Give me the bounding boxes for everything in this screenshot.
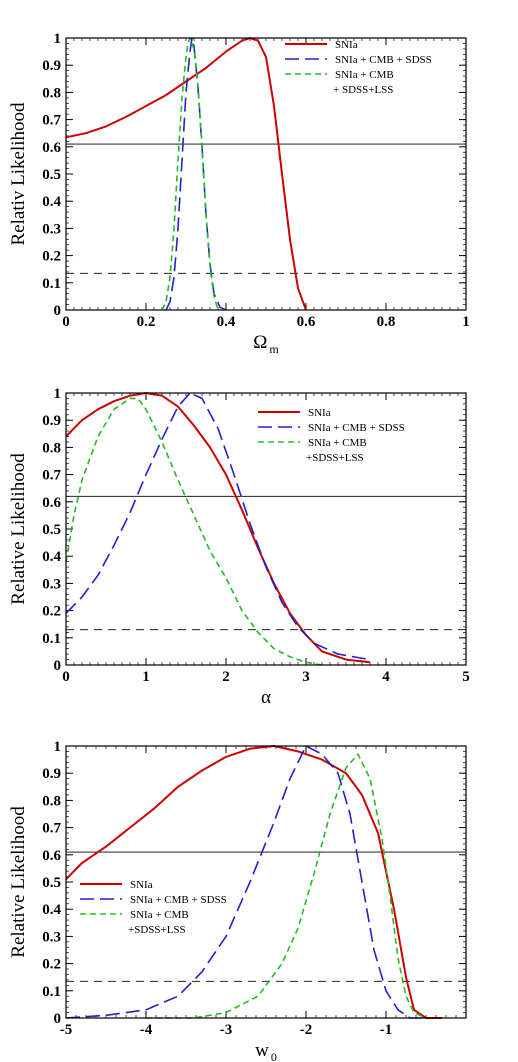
x-axis-label-subscript: 0 [271,1050,277,1062]
y-tick-label: 0.3 [42,221,61,237]
y-tick-label: 0.1 [42,984,61,1000]
legend: SNIa SNIa + CMB + SDSS SNIa + CMB +SDSS+LSS [80,879,227,936]
y-tick-label: 0.4 [42,549,61,565]
y-tick-label: 0.6 [42,140,61,156]
chart-1: 0 0.2 0.4 0.6 0.8 1 0 0.1 0.2 0.3 0.4 0.5 0.6 0.7 0.8 0… [8,31,470,356]
y-tick-label: 0.9 [42,766,61,782]
x-tick-label: 0.6 [297,314,316,330]
x-tick-label: 2 [222,669,230,685]
y-tick-label: 0.5 [42,522,61,538]
legend: SNIa SNIa + CMB + SDSS SNIa + CMB + SDSS+LS… [285,39,432,96]
y-tick-label: 1 [54,386,62,402]
y-tick-label: 0.1 [42,631,61,647]
x-tick-label: -4 [140,1022,153,1038]
y-tick-label: 0.1 [42,276,61,292]
y-tick-label: 0.4 [42,902,61,918]
y-tick-label: 0.5 [42,167,61,183]
y-tick-label: 0 [54,1011,62,1027]
legend: SNIa SNIa + CMB + SDSS SNIa + CMB +SDSS+LSS [258,407,405,464]
legend-entry-3: SNIa + CMB [308,437,367,449]
x-tick-label: -3 [220,1022,233,1038]
x-tick-label: 0.4 [217,314,236,330]
legend-entry-1: SNIa [335,39,358,51]
legend-entry-1: SNIa [308,407,331,419]
x-tick-label: 3 [302,669,310,685]
legend-entry-2: SNIa + CMB + SDSS [308,422,405,434]
chart-3: -5 -4 -3 -2 -1 0 0.1 0.2 0.3 0.4 0.5 0.6 0.7 0.8 0.9 1 S… [8,739,467,1062]
x-tick-label: 0 [62,669,70,685]
y-tick-label: 0.6 [42,848,61,864]
y-tick-label: 0.9 [42,58,61,74]
plot-frame [65,745,467,1019]
plot-frame [65,392,467,666]
series-line-1 [65,745,442,1019]
x-tick-label: -2 [300,1022,313,1038]
y-tick-label: 0.2 [42,249,61,265]
plot-frame [65,37,467,311]
series-line-3 [161,37,219,311]
series-line-2 [65,392,371,661]
x-axis-label-subscript: m [269,342,279,356]
y-tick-label: 1 [54,739,62,755]
legend-entry-3: +SDSS+LSS [306,452,364,464]
y-tick-label: 0.6 [42,495,61,511]
x-tick-label: 1 [142,669,150,685]
x-tick-label: 5 [462,669,470,685]
x-tick-label: 4 [382,669,390,685]
y-tick-label: 0.8 [42,85,61,101]
legend-entry-2: SNIa + CMB + SDSS [130,894,227,906]
x-tick-label: 0 [62,314,70,330]
y-tick-label: 0 [54,303,62,319]
legend-entry-1: SNIa [130,879,153,891]
y-tick-label: 0.7 [42,821,61,837]
x-tick-label: 0.8 [377,314,396,330]
series-line-3 [65,397,323,666]
legend-entry-3: SNIa + CMB [335,69,394,81]
x-axis-label: α [261,687,271,708]
y-tick-label: 0.4 [42,194,61,210]
x-tick-label: -1 [380,1022,393,1038]
y-axis-label: Relative Likelihood [8,453,29,605]
x-tick-label: 1 [462,314,470,330]
series-line-2 [165,37,227,311]
series-line-1 [65,37,307,311]
legend-entry-3: + SDSS+LSS [333,84,393,96]
y-axis-label: Relative Likelihood [8,806,29,958]
y-tick-label: 1 [54,31,62,47]
legend-entry-3: SNIa + CMB [130,909,189,921]
y-tick-label: 0.3 [42,929,61,945]
legend-entry-2: SNIa + CMB + SDSS [335,54,432,66]
y-tick-label: 0 [54,658,62,674]
x-tick-label: 0.2 [137,314,156,330]
series-line-2 [65,745,426,1019]
y-axis-label: Relativ Likelihood [8,102,29,246]
y-tick-label: 0.7 [42,468,61,484]
legend-entry-3: +SDSS+LSS [128,924,186,936]
y-tick-label: 0.8 [42,793,61,809]
y-tick-label: 0.3 [42,576,61,592]
y-tick-label: 0.2 [42,957,61,973]
x-tick-label: -5 [60,1022,73,1038]
y-tick-label: 0.7 [42,113,61,129]
y-tick-label: 0.8 [42,440,61,456]
y-tick-label: 0.5 [42,875,61,891]
y-tick-label: 0.9 [42,413,61,429]
y-tick-label: 0.2 [42,604,61,620]
series-line-3 [146,753,427,1019]
chart-2: 0 1 2 3 4 500.10.20.30.40.50.60.70.80.91SNIaS… [8,386,470,708]
